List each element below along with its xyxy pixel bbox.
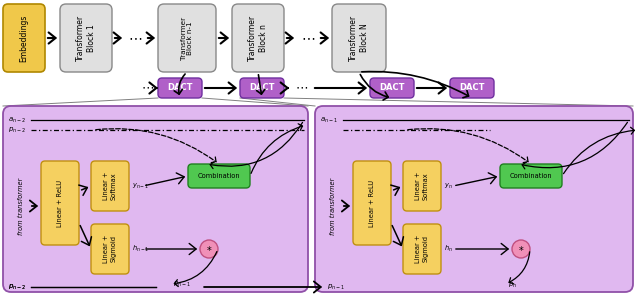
FancyBboxPatch shape: [3, 4, 45, 72]
Circle shape: [512, 240, 530, 258]
FancyBboxPatch shape: [158, 4, 216, 72]
FancyBboxPatch shape: [403, 161, 441, 211]
FancyBboxPatch shape: [3, 106, 308, 292]
Text: $a_{n-2}$: $a_{n-2}$: [8, 115, 26, 125]
Text: $y_n$: $y_n$: [444, 181, 452, 191]
Text: Linear +
Softmax: Linear + Softmax: [104, 172, 116, 200]
Text: Linear + ReLU: Linear + ReLU: [369, 179, 375, 226]
Text: Embeddings: Embeddings: [19, 14, 29, 62]
FancyBboxPatch shape: [91, 224, 129, 274]
FancyBboxPatch shape: [403, 224, 441, 274]
Text: Linear +
Softmax: Linear + Softmax: [415, 172, 429, 200]
Text: $p_n$: $p_n$: [508, 280, 517, 289]
FancyBboxPatch shape: [315, 106, 633, 292]
Text: DACT: DACT: [167, 83, 193, 92]
Text: $y_{n-1}$: $y_{n-1}$: [132, 181, 149, 191]
Text: $a_{n-1}$: $a_{n-1}$: [320, 115, 338, 125]
Text: DACT: DACT: [249, 83, 275, 92]
Circle shape: [200, 240, 218, 258]
Text: Transformer
Block N: Transformer Block N: [349, 15, 369, 61]
FancyBboxPatch shape: [450, 78, 494, 98]
Text: $*$: $*$: [518, 244, 524, 254]
FancyBboxPatch shape: [332, 4, 386, 72]
Text: $h_{n-1}$: $h_{n-1}$: [132, 244, 149, 254]
Text: Transformer
Block n-1: Transformer Block n-1: [180, 17, 193, 59]
FancyBboxPatch shape: [370, 78, 414, 98]
Text: Linear +
Sigmoid: Linear + Sigmoid: [415, 235, 429, 263]
Text: from transformer: from transformer: [330, 177, 336, 235]
Text: $p_{n-1}$: $p_{n-1}$: [173, 279, 191, 289]
Text: Combination: Combination: [198, 173, 240, 179]
Text: $\cdots$: $\cdots$: [141, 81, 154, 94]
FancyBboxPatch shape: [91, 161, 129, 211]
FancyBboxPatch shape: [353, 161, 391, 245]
Text: $*$: $*$: [205, 244, 212, 254]
FancyBboxPatch shape: [188, 164, 250, 188]
Text: Transformer
Block 1: Transformer Block 1: [76, 15, 96, 61]
Text: $p_{n-1}$: $p_{n-1}$: [327, 282, 345, 292]
Text: Transformer
Block n: Transformer Block n: [248, 15, 268, 61]
Text: $p_{n-2}$: $p_{n-2}$: [8, 282, 26, 292]
FancyBboxPatch shape: [60, 4, 112, 72]
Text: $\cdots$: $\cdots$: [301, 30, 315, 44]
Text: from transformer: from transformer: [18, 177, 24, 235]
Text: $\cdots$: $\cdots$: [128, 30, 142, 44]
FancyBboxPatch shape: [500, 164, 562, 188]
Text: $h_n$: $h_n$: [444, 244, 453, 254]
Text: $\cdots$: $\cdots$: [296, 81, 308, 94]
FancyBboxPatch shape: [41, 161, 79, 245]
Text: Combination: Combination: [509, 173, 552, 179]
Text: $p_{n-2}$: $p_{n-2}$: [8, 282, 26, 292]
Text: DACT: DACT: [380, 83, 404, 92]
Text: Linear +
Sigmoid: Linear + Sigmoid: [104, 235, 116, 263]
Text: Linear + ReLU: Linear + ReLU: [57, 179, 63, 226]
FancyBboxPatch shape: [232, 4, 284, 72]
Text: DACT: DACT: [460, 83, 484, 92]
Text: $p_{n-2}$: $p_{n-2}$: [8, 126, 26, 135]
FancyBboxPatch shape: [158, 78, 202, 98]
FancyBboxPatch shape: [240, 78, 284, 98]
